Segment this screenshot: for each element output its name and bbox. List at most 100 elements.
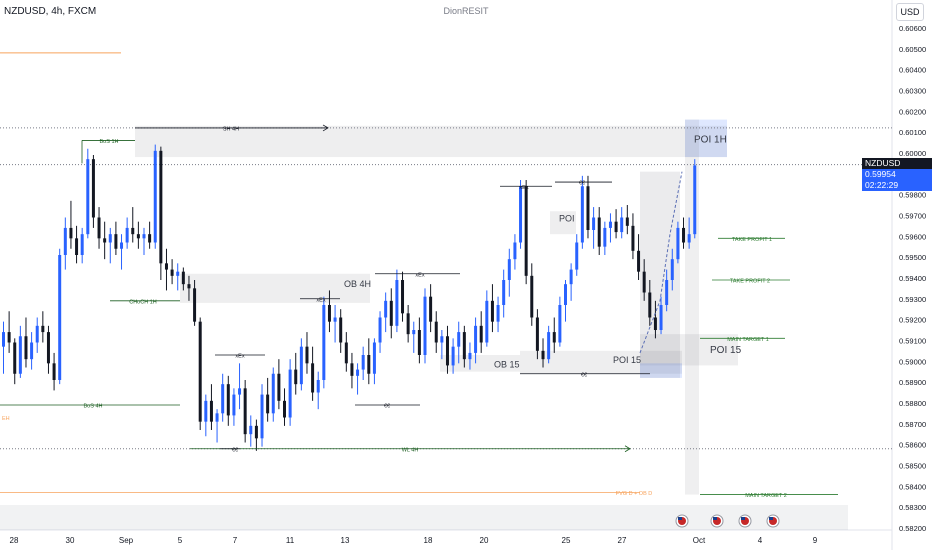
candle-body [665, 280, 669, 305]
zone-label: POI 1H [694, 134, 727, 145]
price-tick-label: 0.60300 [899, 87, 926, 96]
candle-body [676, 227, 680, 260]
candle-body [569, 269, 573, 285]
candle-body [637, 250, 641, 272]
euro-1-label: €€ [579, 181, 585, 187]
candle-body [462, 332, 466, 360]
candle-body [75, 238, 79, 255]
zone-label: OB 15 [494, 359, 520, 369]
candle-body [7, 332, 11, 343]
eh-label: EH [2, 416, 10, 422]
sh-4h-arrow [322, 124, 329, 132]
candle-body [597, 217, 601, 247]
currency-button[interactable]: USD [896, 3, 924, 21]
us-flag-event-icon-canton [769, 517, 773, 520]
price-tick-label: 0.60100 [899, 128, 926, 137]
symbol-title: NZDUSD, 4h, FXCM [4, 6, 97, 17]
zone-poi-15-highlight [640, 363, 682, 378]
choch-1h-label: CHoCH 1H [129, 299, 157, 305]
candle-body [283, 400, 286, 418]
candle-body [687, 234, 691, 243]
zone-poi-1h-highlight [685, 119, 727, 158]
price-tick-label: 0.58400 [899, 482, 926, 491]
time-tick-label: Oct [693, 536, 706, 545]
main-target-2-label: MAIN TARGET 2 [745, 493, 787, 499]
candle-body [243, 388, 247, 435]
candle-body [648, 292, 652, 318]
time-tick-label: 30 [66, 536, 75, 545]
zone-projection [640, 171, 680, 378]
zone-label: POI 15 [613, 355, 641, 365]
main-target-1-label: MAIN TARGET 1 [727, 337, 769, 343]
candle-body [417, 330, 421, 355]
candle-body [148, 234, 152, 243]
candle-body [575, 242, 579, 270]
time-tick-label: 4 [758, 536, 763, 545]
candle-body [13, 342, 17, 374]
candle-body [670, 259, 674, 280]
candle-body [580, 186, 584, 243]
price-tick-label: 0.58300 [899, 503, 926, 512]
candle-body [327, 305, 331, 322]
zone-label: POI 15 [710, 345, 742, 356]
candle-body [519, 186, 523, 243]
zone-vertical-column [685, 119, 699, 495]
candle-body [513, 242, 517, 260]
candle-body [457, 332, 461, 347]
candle-body [114, 234, 118, 249]
us-flag-event-icon-canton [713, 517, 717, 520]
watermark: DionRESIT [443, 6, 489, 16]
candle-body [631, 225, 635, 251]
price-tag-price: 0.59954 [865, 169, 896, 179]
candle-body [440, 336, 444, 343]
price-tick-label: 0.58700 [899, 420, 926, 429]
zone-poi-15 [640, 334, 738, 366]
candle-body [18, 336, 22, 374]
price-tick-label: 0.58600 [899, 441, 926, 450]
candle-body [142, 234, 146, 239]
candle-body [226, 384, 230, 416]
price-tick-label: 0.59000 [899, 357, 926, 366]
price-tag-countdown: 02:22:29 [865, 180, 899, 190]
time-tick-label: 11 [286, 536, 295, 545]
candle-body [260, 394, 264, 439]
candle-body [170, 269, 174, 276]
price-tick-label: 0.58500 [899, 462, 926, 471]
candle-body [350, 363, 354, 376]
candle-body [496, 305, 500, 322]
current-price-tag: NZDUSD [862, 158, 932, 169]
candle-body [333, 317, 337, 322]
current-price-value: 0.59954 02:22:29 [862, 169, 932, 191]
candle-body [91, 159, 95, 218]
zone-label: POI [559, 214, 575, 224]
candle-body [80, 234, 84, 255]
candle-body [620, 217, 624, 233]
candle-body [41, 325, 45, 333]
price-tick-label: 0.60500 [899, 45, 926, 54]
projection-path [639, 171, 683, 354]
zone-label: OB 4H [344, 279, 371, 289]
take-profit-2-label: TAKE PROFIT 2 [730, 279, 770, 285]
price-tick-label: 0.59300 [899, 295, 926, 304]
candle-body [215, 413, 219, 422]
price-tick-label: 0.59700 [899, 212, 926, 221]
candle-body [136, 234, 140, 239]
candle-body [535, 317, 539, 351]
candle-body [103, 238, 107, 243]
wl-4h-label: WL 4H [402, 447, 419, 453]
candle-body [642, 271, 646, 293]
price-tick-label: 0.58900 [899, 378, 926, 387]
candle-body [682, 227, 686, 243]
candle-body [193, 288, 197, 322]
candle-body [271, 373, 275, 414]
price-tick-label: 0.58800 [899, 399, 926, 408]
candle-body [52, 363, 56, 380]
candle-body [356, 369, 360, 376]
price-tick-label: 0.59400 [899, 274, 926, 283]
candle-body [30, 342, 34, 360]
candle-body [58, 255, 62, 380]
candle-body [502, 280, 506, 305]
candle-body [108, 234, 112, 243]
candle-body [445, 336, 449, 366]
